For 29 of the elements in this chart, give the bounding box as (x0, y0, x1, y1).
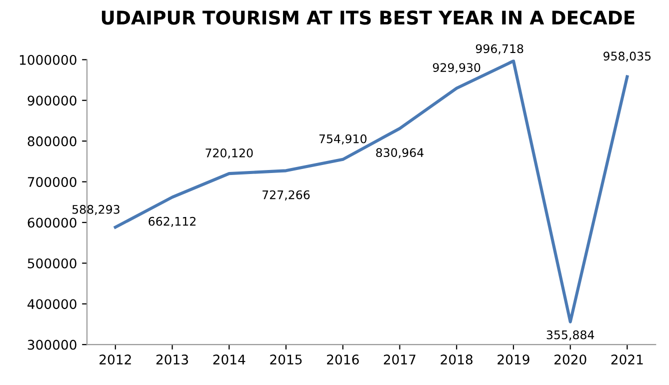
x-tick-label: 2014 (213, 354, 246, 365)
y-tick-label: 700000 (28, 176, 76, 187)
x-tick-label: 2012 (100, 354, 131, 365)
data-label: 754,910 (319, 134, 366, 144)
data-label: 996,718 (476, 44, 524, 54)
chart-title: UDAIPUR TOURISM AT ITS BEST YEAR IN A DECADE (102, 10, 634, 25)
y-tick-label: 500000 (28, 258, 76, 268)
data-label: 720,120 (206, 148, 253, 159)
y-tick-label: 900000 (28, 96, 76, 106)
y-tick-label: 400000 (28, 299, 76, 310)
y-tick-label: 300000 (28, 340, 76, 350)
x-tick-label: 2013 (156, 354, 188, 365)
x-tick-label: 2021 (611, 354, 643, 365)
data-label: 830,964 (376, 148, 424, 158)
data-label: 355,884 (546, 330, 594, 341)
x-tick-label: 2019 (498, 354, 530, 365)
x-tick-label: 2015 (270, 354, 302, 365)
y-tick-label: 1000000 (20, 54, 76, 65)
x-tick-label: 2020 (554, 354, 586, 365)
y-tick-label: 600000 (28, 218, 76, 228)
y-tick-label: 800000 (28, 136, 76, 146)
data-label: 727,266 (262, 190, 310, 200)
data-label: 958,035 (604, 52, 651, 62)
data-label: 588,293 (72, 204, 120, 216)
data-label: 929,930 (432, 63, 480, 74)
x-tick-label: 2017 (384, 354, 416, 365)
data-label: 662,112 (148, 216, 196, 227)
x-tick-label: 2016 (327, 354, 359, 365)
x-tick-label: 2018 (440, 354, 472, 365)
